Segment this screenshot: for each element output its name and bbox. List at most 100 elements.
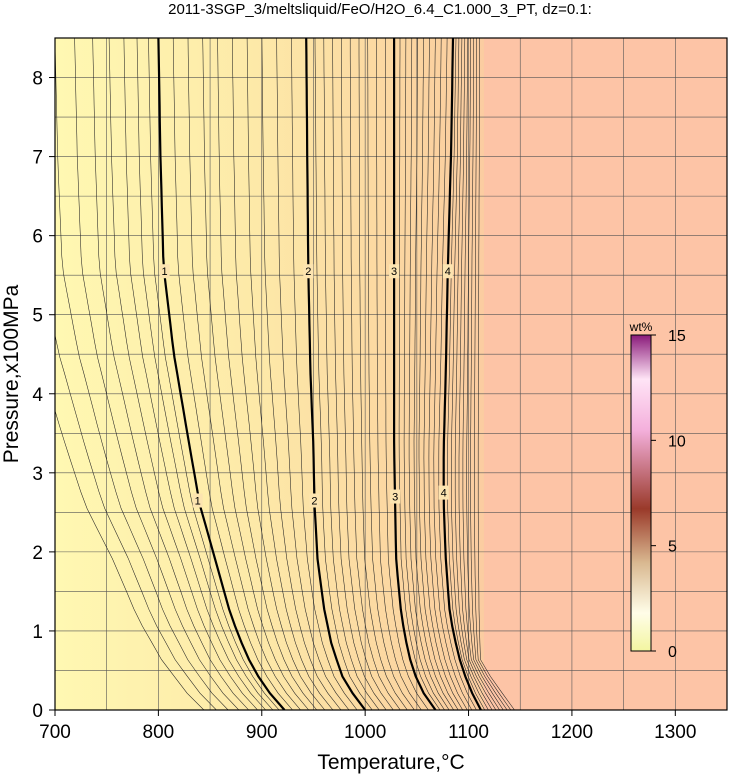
contour-line <box>261 38 342 710</box>
contour-line-4 <box>442 38 482 710</box>
contour-label-1: 1 <box>195 495 201 507</box>
contour-label-3: 3 <box>392 492 398 504</box>
plot-frame <box>54 37 728 711</box>
chart-title: 2011-3SGP_3/meltsliquid/FeO/H2O_6.4_C1.0… <box>168 1 592 18</box>
contour-line <box>385 38 429 710</box>
contour-line <box>398 38 441 710</box>
contour-line <box>55 38 229 710</box>
contour-line <box>349 38 401 710</box>
contour-line <box>187 38 301 710</box>
x-axis-label: Temperature,°C <box>317 751 464 774</box>
contour-line <box>413 38 454 710</box>
y-tick-label: 0 <box>32 701 43 722</box>
y-tick-label: 4 <box>32 385 43 406</box>
contour-line <box>438 38 477 710</box>
colorbar: wt% 0 5 10 15 <box>629 320 686 661</box>
contour-label-bg <box>389 264 400 279</box>
contour-line <box>108 38 258 710</box>
x-tick-label: 1000 <box>344 722 386 743</box>
plot-area: 1 1 2 2 3 3 4 4 <box>54 37 728 711</box>
contour-line <box>332 38 387 710</box>
contour-line <box>314 38 373 710</box>
contour-label-bg <box>390 489 401 504</box>
saturated-region <box>484 38 727 710</box>
contour-label-bg <box>192 493 203 508</box>
contour-line <box>246 38 334 710</box>
contour-line <box>74 38 240 710</box>
x-tick-label: 800 <box>143 722 175 743</box>
x-tick-label: 700 <box>39 722 71 743</box>
contour-line <box>458 38 497 710</box>
y-tick-label: 3 <box>32 464 43 485</box>
colorbar-tick-label: 10 <box>668 433 686 450</box>
contour-line <box>433 38 473 710</box>
y-tick-label: 5 <box>32 306 43 327</box>
contour-label-2: 2 <box>311 495 317 507</box>
contour-line <box>403 38 445 710</box>
contour-line <box>136 38 274 710</box>
contour-line <box>428 38 468 710</box>
contour-line <box>232 38 326 710</box>
y-tick-label: 6 <box>32 227 43 248</box>
colorbar-ticks: 0 5 10 15 <box>651 328 686 661</box>
contour-line <box>470 38 508 710</box>
x-tick-label: 900 <box>246 722 278 743</box>
x-axis: 700 800 900 1000 1100 1200 1300 <box>39 710 696 743</box>
contour-label-1: 1 <box>162 266 168 278</box>
contour-line <box>55 333 217 710</box>
contour-line <box>451 38 489 710</box>
contour-line <box>358 38 408 710</box>
contour-line <box>217 38 318 710</box>
contour-line <box>367 38 415 710</box>
x-tick-label: 1300 <box>654 722 696 743</box>
contour-line-3 <box>393 38 437 710</box>
y-tick-label: 8 <box>32 69 43 90</box>
contour-label-3: 3 <box>391 266 397 278</box>
contour-line <box>466 38 504 710</box>
contour-line <box>447 38 485 710</box>
labeled-contours: 1 1 2 2 3 3 4 4 <box>157 38 482 710</box>
colorbar-tick-label: 0 <box>668 644 677 661</box>
contour-line <box>148 38 280 710</box>
contour-line <box>323 38 380 710</box>
contour-line <box>408 38 450 710</box>
contour-label-2: 2 <box>305 266 311 278</box>
contour-line <box>477 38 515 710</box>
contour-line <box>462 38 500 710</box>
contour-line <box>172 38 293 710</box>
x-tick-label: 1200 <box>551 722 593 743</box>
contour-line <box>423 38 463 710</box>
contour-label-4: 4 <box>445 266 451 278</box>
x-tick-label: 1100 <box>448 722 489 743</box>
colorbar-tick-label: 5 <box>668 539 677 556</box>
colorbar-tick-label: 15 <box>668 328 686 345</box>
contour-line <box>202 38 309 710</box>
y-axis-label: Pressure,x100MPa <box>0 284 23 463</box>
contour-line <box>291 38 358 710</box>
colorbar-unit: wt% <box>629 320 653 334</box>
contour-line <box>123 38 266 710</box>
contour-label-bg <box>442 264 453 279</box>
contour-label-bg <box>438 485 449 500</box>
contour-line <box>418 38 459 710</box>
contours <box>55 38 515 710</box>
contour-line <box>92 38 249 710</box>
y-tick-label: 7 <box>32 148 43 169</box>
contour-label-bg <box>159 264 170 279</box>
contour-line-2 <box>305 38 367 710</box>
contour-line <box>454 38 493 710</box>
contour-line <box>376 38 422 710</box>
contour-line <box>55 409 205 710</box>
contour-line <box>341 38 394 710</box>
y-tick-label: 2 <box>32 543 43 564</box>
contour-label-4: 4 <box>441 488 447 500</box>
y-tick-label: 1 <box>32 622 43 643</box>
contour-line <box>474 38 512 710</box>
contour-line <box>276 38 350 710</box>
contour-label-bg <box>309 493 320 508</box>
contour-line-1 <box>157 38 286 710</box>
contour-label-bg <box>303 264 314 279</box>
y-axis: 0 1 2 3 4 5 6 7 8 <box>32 69 55 722</box>
colorbar-gradient <box>630 334 652 652</box>
